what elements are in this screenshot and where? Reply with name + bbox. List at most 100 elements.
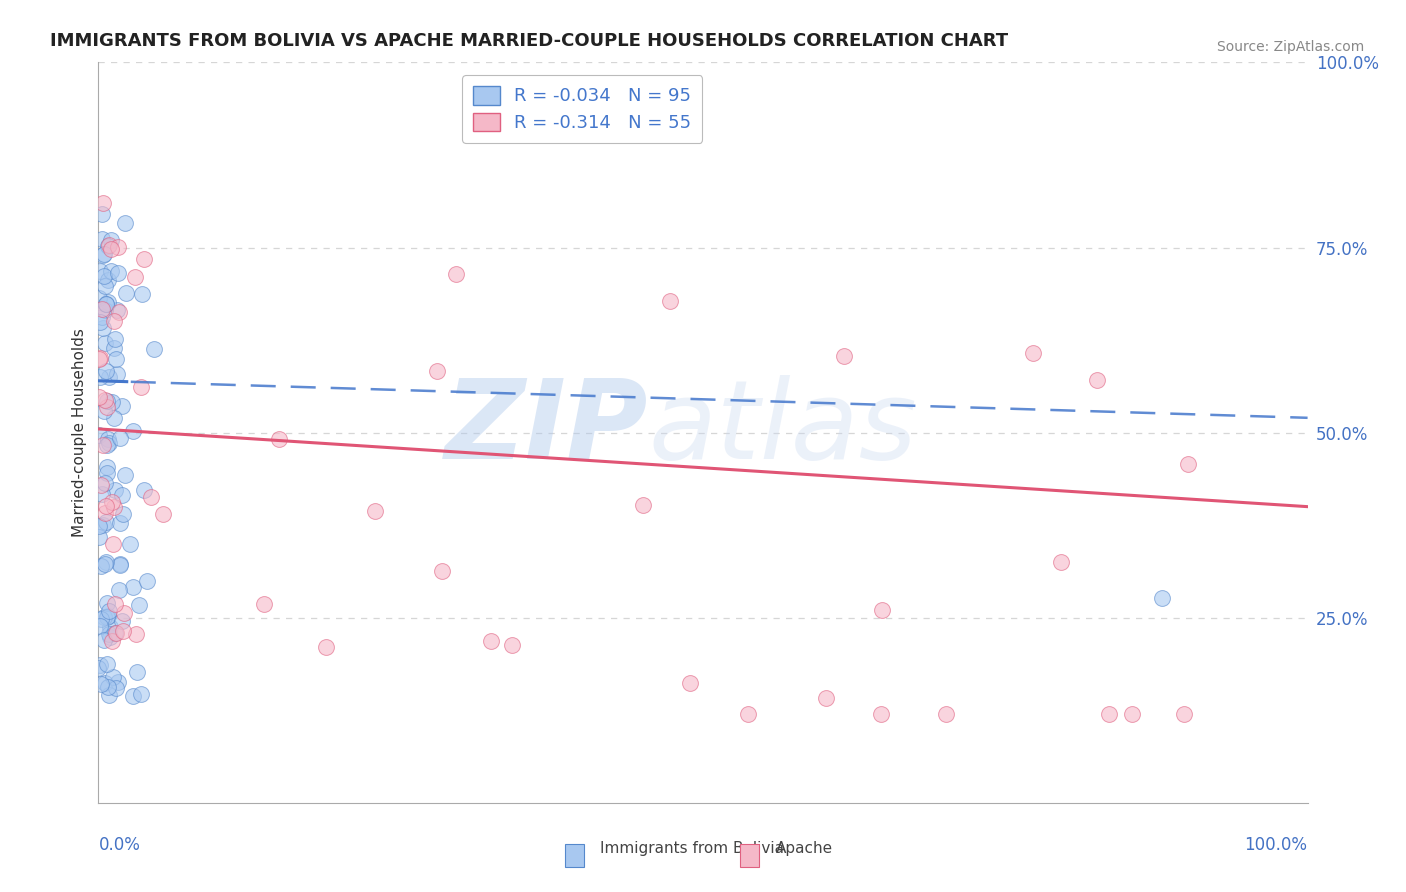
Point <box>104 597 127 611</box>
Point <box>105 681 128 695</box>
Point <box>1050 555 1073 569</box>
Point <box>93 476 115 491</box>
Point <box>91 302 114 317</box>
Point <box>97 238 120 252</box>
Point <box>110 431 132 445</box>
Point <box>96 555 118 569</box>
Point <box>114 468 136 483</box>
Point <box>105 302 128 317</box>
Point <box>128 598 150 612</box>
Point <box>89 530 111 544</box>
Point <box>100 633 122 648</box>
Point <box>132 252 155 267</box>
Point <box>87 352 110 367</box>
Point <box>89 351 111 366</box>
Point <box>96 437 118 451</box>
Point <box>1098 706 1121 721</box>
Point <box>501 638 523 652</box>
Point <box>100 395 122 409</box>
Point <box>111 399 134 413</box>
Point <box>107 266 129 280</box>
Point <box>107 674 129 689</box>
Point <box>108 516 131 530</box>
Point <box>97 681 120 695</box>
Point <box>91 196 114 211</box>
Point <box>479 633 502 648</box>
Point <box>93 609 115 624</box>
Point <box>96 297 118 311</box>
Point <box>97 370 120 384</box>
Point <box>120 537 142 551</box>
Point <box>124 269 146 284</box>
Point <box>105 626 128 640</box>
Text: ZIP: ZIP <box>446 376 648 483</box>
Text: atlas: atlas <box>648 376 917 483</box>
Point <box>104 483 127 498</box>
Point <box>107 240 129 254</box>
Point <box>832 349 855 363</box>
Text: 0.0%: 0.0% <box>98 836 141 855</box>
Point <box>114 286 136 301</box>
Point <box>89 370 111 384</box>
Point <box>87 661 110 675</box>
Point <box>112 624 135 639</box>
Point <box>110 488 132 502</box>
Point <box>97 273 120 287</box>
Point <box>104 351 127 366</box>
Point <box>96 459 118 474</box>
Point <box>98 603 121 617</box>
Point <box>94 297 117 311</box>
Point <box>104 626 127 640</box>
Point <box>96 394 118 409</box>
Text: IMMIGRANTS FROM BOLIVIA VS APACHE MARRIED-COUPLE HOUSEHOLDS CORRELATION CHART: IMMIGRANTS FROM BOLIVIA VS APACHE MARRIE… <box>51 32 1008 50</box>
Point <box>96 466 118 480</box>
Point <box>127 665 149 679</box>
Point <box>1152 591 1174 606</box>
Point <box>90 487 112 501</box>
Point <box>98 688 121 702</box>
Legend: R = -0.034   N = 95, R = -0.314   N = 55: R = -0.034 N = 95, R = -0.314 N = 55 <box>463 75 702 143</box>
Point <box>100 242 122 256</box>
Point <box>94 675 117 690</box>
Point <box>100 233 122 247</box>
Point <box>101 670 124 684</box>
Point <box>1177 458 1199 472</box>
Point <box>94 279 117 293</box>
Point <box>98 435 121 450</box>
Point <box>139 490 162 504</box>
Point <box>96 499 118 513</box>
Point <box>935 706 957 721</box>
Point <box>103 500 125 514</box>
Point <box>96 657 118 672</box>
Point <box>1085 373 1108 387</box>
Point <box>110 557 132 571</box>
Point <box>131 287 153 301</box>
Text: Source: ZipAtlas.com: Source: ZipAtlas.com <box>1216 40 1364 54</box>
Point <box>96 400 118 414</box>
Point <box>426 364 449 378</box>
Point <box>121 424 143 438</box>
Point <box>114 216 136 230</box>
Text: 100.0%: 100.0% <box>1244 836 1308 855</box>
Point <box>90 310 112 324</box>
Point <box>101 495 124 509</box>
Point <box>104 332 127 346</box>
Point <box>93 403 115 417</box>
Point <box>97 239 120 253</box>
Text: Apache: Apache <box>776 841 832 856</box>
Text: Immigrants from Bolivia: Immigrants from Bolivia <box>600 841 785 856</box>
Point <box>107 305 129 319</box>
Point <box>96 596 118 610</box>
Point <box>96 363 118 377</box>
Point <box>870 603 893 617</box>
Point <box>89 291 111 305</box>
Point <box>93 247 115 261</box>
Point <box>87 519 110 533</box>
Point <box>93 633 115 648</box>
Point <box>98 627 121 641</box>
Point <box>814 690 837 705</box>
Point <box>129 379 152 393</box>
Point <box>107 582 129 597</box>
Point <box>103 411 125 425</box>
Point <box>315 640 337 654</box>
